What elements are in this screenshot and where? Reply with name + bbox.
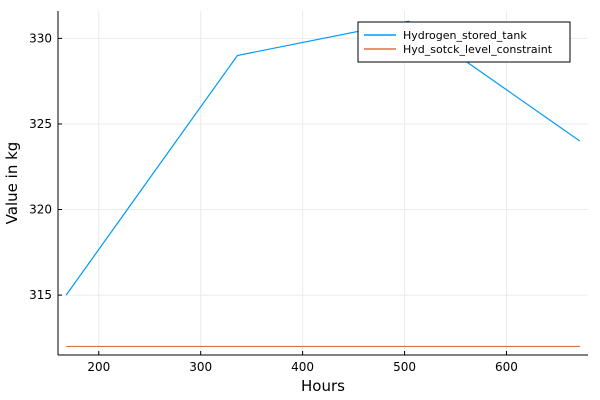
y-tick-label: 320 [29, 203, 52, 217]
x-tick-label: 200 [87, 360, 110, 374]
y-tick-label: 315 [29, 288, 52, 302]
legend-box [357, 21, 571, 63]
x-tick-label: 300 [189, 360, 212, 374]
x-axis-title: Hours [301, 377, 345, 395]
grid [58, 11, 588, 355]
x-tick-label: 600 [495, 360, 518, 374]
legend-label-1: Hydrogen_stored_tank [403, 29, 527, 42]
axes: 200 300 400 500 600 315 320 325 330 [29, 11, 588, 374]
x-tick-label: 400 [291, 360, 314, 374]
series-group [65, 20, 581, 348]
y-axis-title: Value in kg [3, 142, 21, 225]
y-tick-label: 325 [29, 117, 52, 131]
x-tick-label: 500 [393, 360, 416, 374]
y-tick-label: 330 [29, 31, 52, 45]
series-line-1 [65, 20, 581, 296]
legend-label-2: Hyd_sotck_level_constraint [403, 43, 553, 56]
legend: Hydrogen_stored_tankHyd_sotck_level_cons… [357, 21, 571, 63]
